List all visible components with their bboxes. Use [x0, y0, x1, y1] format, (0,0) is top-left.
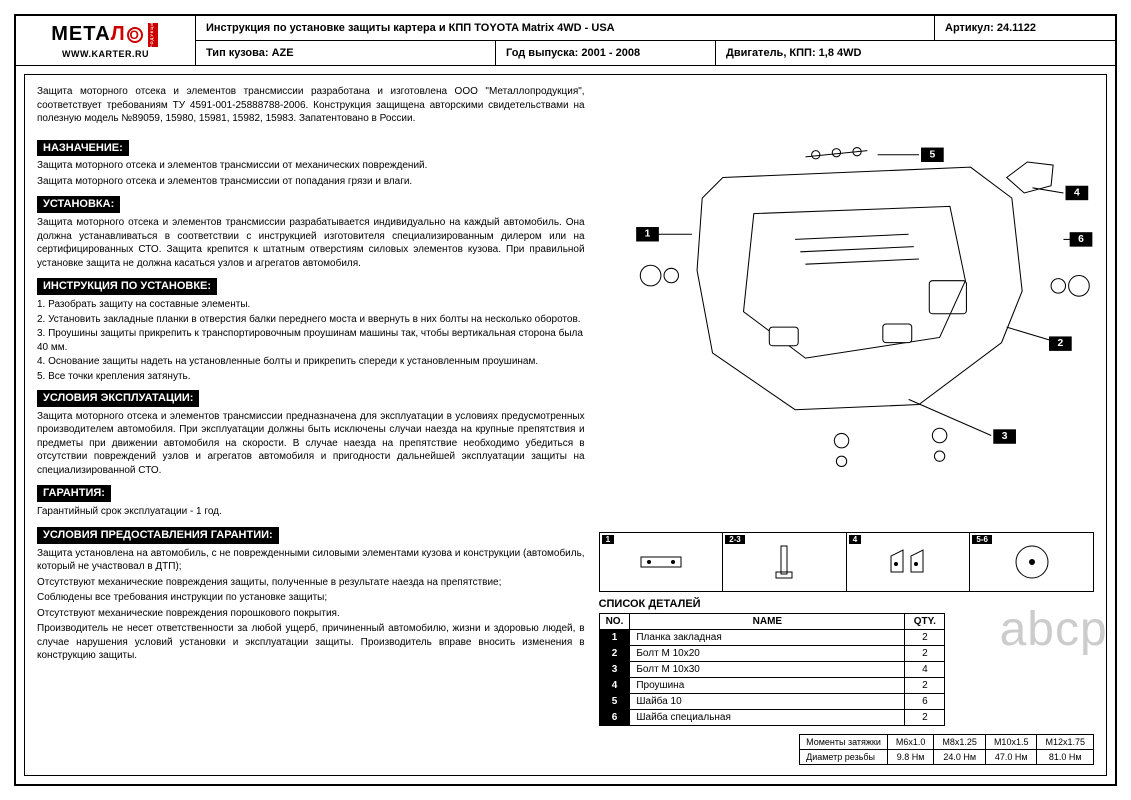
section-install-heading: УСТАНОВКА: [37, 196, 120, 213]
legend-2-3: 2-3 [723, 533, 847, 591]
conditions-text: Защита моторного отсека и элементов тран… [37, 410, 585, 478]
legend-1: 1 [600, 533, 724, 591]
warranty-cond-4: Отсутствуют механические повреждения пор… [37, 607, 585, 621]
legend-5-6: 5-6 [970, 533, 1093, 591]
parts-list-wrap: СПИСОК ДЕТАЛЕЙ NO. NAME QTY. 1Планка зак… [599, 592, 1094, 726]
engine: Двигатель, КПП: 1,8 4WD [716, 41, 1115, 65]
svg-text:ПРОДУКЦИЯ: ПРОДУКЦИЯ [149, 23, 154, 47]
parts-list-title: СПИСОК ДЕТАЛЕЙ [599, 598, 1094, 610]
doc-title: Инструкция по установке защиты картера и… [196, 16, 935, 40]
section-warranty-heading: ГАРАНТИЯ: [37, 485, 111, 502]
table-row: 3Болт М 10х304 [599, 662, 945, 678]
step-4: 4. Основание защиты надеть на установлен… [37, 355, 585, 369]
section-warranty-cond-heading: УСЛОВИЯ ПРЕДОСТАВЛЕНИЯ ГАРАНТИИ: [37, 527, 279, 544]
warranty-cond-1: Защита установлена на автомобиль, с не п… [37, 547, 585, 574]
table-row: 2Болт М 10х202 [599, 646, 945, 662]
torque-table: Моменты затяжки М6х1.0 М8х1.25 М10х1.5 М… [799, 734, 1094, 765]
callout-2: 2 [1049, 336, 1072, 350]
parts-legend: 1 2-3 4 5-6 [599, 532, 1094, 592]
document-body: Защита моторного отсека и элементов тран… [24, 74, 1107, 776]
svg-text:2: 2 [1057, 338, 1063, 349]
watermark: abcp.ru [1000, 602, 1107, 657]
table-row: 1Планка закладная2 [599, 630, 945, 646]
callout-3: 3 [993, 429, 1016, 443]
legend-4: 4 [847, 533, 971, 591]
warranty-cond-3: Соблюдены все требования инструкции по у… [37, 591, 585, 605]
svg-text:6: 6 [1078, 234, 1084, 245]
left-column: Защита моторного отсека и элементов тран… [37, 85, 585, 765]
document-sheet: МЕТАЛО ПРОДУКЦИЯ WWW.KARTER.RU Инструкци… [14, 14, 1117, 786]
section-instructions-heading: ИНСТРУКЦИЯ ПО УСТАНОВКЕ: [37, 278, 217, 295]
year: Год выпуска: 2001 - 2008 [496, 41, 716, 65]
table-row: 5Шайба 106 [599, 694, 945, 710]
col-name: NAME [630, 614, 905, 630]
right-column: 1 2 3 4 5 6 1 2-3 4 [599, 85, 1094, 765]
header-right: Инструкция по установке защиты картера и… [196, 16, 1115, 65]
article-number: Артикул: 24.1122 [935, 16, 1115, 40]
section-conditions-heading: УСЛОВИЯ ЭКСПЛУАТАЦИИ: [37, 390, 199, 407]
callout-4: 4 [1065, 186, 1088, 200]
callout-5: 5 [921, 148, 944, 162]
install-text: Защита моторного отсека и элементов тран… [37, 216, 585, 270]
svg-text:1: 1 [644, 229, 650, 240]
svg-text:4: 4 [1074, 187, 1080, 198]
parts-table: NO. NAME QTY. 1Планка закладная2 2Болт М… [599, 613, 946, 726]
brand-url: WWW.KARTER.RU [62, 49, 149, 59]
callout-1: 1 [636, 227, 659, 241]
purpose-line-1: Защита моторного отсека и элементов тран… [37, 159, 585, 173]
header: МЕТАЛО ПРОДУКЦИЯ WWW.KARTER.RU Инструкци… [16, 16, 1115, 66]
brand-logo: МЕТАЛО ПРОДУКЦИЯ [51, 23, 159, 47]
callout-6: 6 [1069, 232, 1092, 246]
torque-row2-label: Диаметр резьбы [800, 750, 888, 765]
exploded-diagram: 1 2 3 4 5 6 [599, 85, 1094, 528]
intro-text: Защита моторного отсека и элементов тран… [37, 85, 585, 126]
brand-part-b: Л [111, 23, 126, 46]
step-2: 2. Установить закладные планки в отверст… [37, 313, 585, 327]
col-qty: QTY. [905, 614, 945, 630]
svg-text:3: 3 [1001, 431, 1007, 442]
table-row: 4Проушина2 [599, 678, 945, 694]
warranty-cond-2: Отсутствуют механические повреждения защ… [37, 576, 585, 590]
torque-row1-label: Моменты затяжки [800, 735, 888, 750]
step-5: 5. Все точки крепления затянуть. [37, 370, 585, 384]
col-no: NO. [599, 614, 630, 630]
brand-part-c: О [127, 27, 143, 43]
step-1: 1. Разобрать защиту на составные элемент… [37, 298, 585, 312]
logo-cell: МЕТАЛО ПРОДУКЦИЯ WWW.KARTER.RU [16, 16, 196, 65]
body-type: Тип кузова: AZE [196, 41, 496, 65]
brand-part-a: МЕТА [51, 23, 110, 46]
warranty-cond-5: Производитель не несет ответственности з… [37, 622, 585, 663]
step-3: 3. Проушины защиты прикрепить к транспор… [37, 327, 585, 354]
install-steps: 1. Разобрать защиту на составные элемент… [37, 298, 585, 383]
logo-side-icon: ПРОДУКЦИЯ [146, 23, 160, 47]
section-purpose-heading: НАЗНАЧЕНИЕ: [37, 140, 129, 157]
purpose-line-2: Защита моторного отсека и элементов тран… [37, 175, 585, 189]
svg-text:5: 5 [929, 149, 935, 160]
warranty-text: Гарантийный срок эксплуатации - 1 год. [37, 505, 585, 519]
table-row: 6Шайба специальная2 [599, 710, 945, 726]
